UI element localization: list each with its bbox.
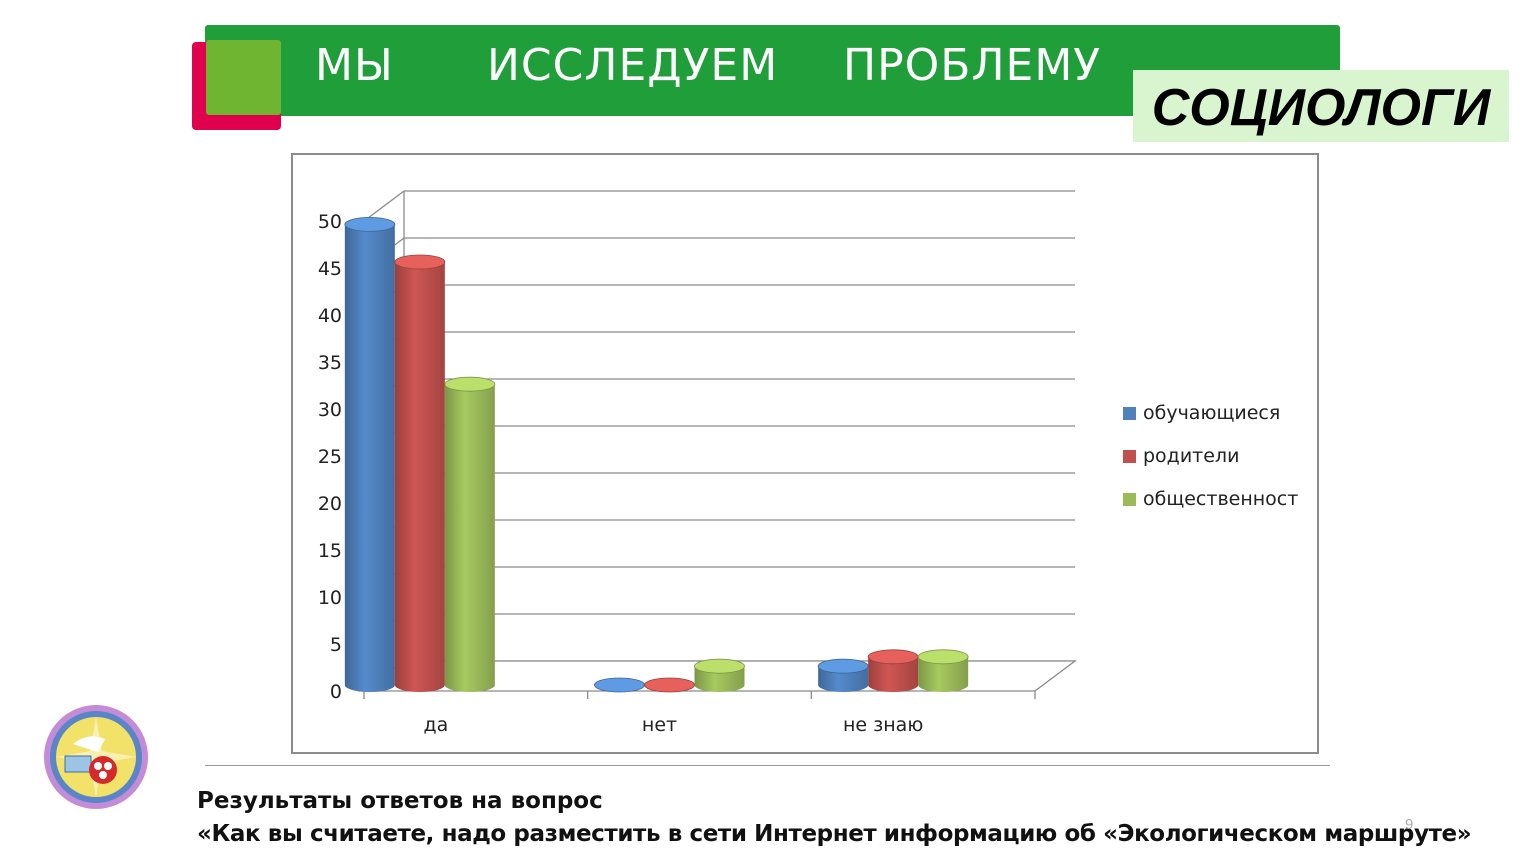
y-tick-label-0: 0 xyxy=(330,681,342,703)
y-tick-label-25: 25 xyxy=(318,446,342,468)
x-tick-label-1: нет xyxy=(642,714,677,736)
x-tick-label-0: да xyxy=(423,714,448,736)
y-tick-label-40: 40 xyxy=(318,305,342,327)
y-tick-label-50: 50 xyxy=(318,211,342,233)
legend-item-parents: родители xyxy=(1123,445,1239,467)
y-tick-label-10: 10 xyxy=(318,587,342,609)
x-tick-label-2: не знаю xyxy=(843,714,923,736)
divider-line xyxy=(205,765,1330,766)
accent-square-green xyxy=(206,40,281,115)
grid-diagonal-50 xyxy=(363,190,405,222)
legend-label-students: обучающиеся xyxy=(1143,402,1281,424)
chart-frame: 0 5 10 15 20 25 30 35 40 45 50 да нет не знаю обучающ… xyxy=(291,153,1319,754)
caption-line-1: Результаты ответов на вопрос xyxy=(197,788,603,814)
legend-label-public: общественност xyxy=(1143,488,1299,510)
legend-label-parents: родители xyxy=(1143,445,1240,467)
bar-2-2 xyxy=(917,649,969,692)
title-word-2: ИССЛЕДУЕМ xyxy=(487,40,779,91)
bar-2-0 xyxy=(444,376,496,692)
page-number: 9 xyxy=(1405,816,1414,833)
legend-item-public: общественност xyxy=(1123,488,1298,510)
legend-swatch-parents xyxy=(1123,450,1136,463)
section-tag: СОЦИОЛОГИ xyxy=(1133,70,1509,142)
bar-0-1 xyxy=(594,677,645,693)
y-tick-label-15: 15 xyxy=(318,540,342,562)
bar-0-0 xyxy=(344,217,396,692)
bar-1-1 xyxy=(644,677,695,693)
title-word-3: ПРОБЛЕМУ xyxy=(843,40,1102,91)
y-tick-label-20: 20 xyxy=(318,493,342,515)
legend-item-students: обучающиеся xyxy=(1123,402,1280,424)
title-word-1: МЫ xyxy=(315,40,394,91)
bar-2-1 xyxy=(694,658,745,692)
caption-line-2: «Как вы считаете, надо разместить в сети… xyxy=(197,821,1472,847)
bar-chart: 0 5 10 15 20 25 30 35 40 45 50 да нет не знаю xyxy=(318,190,1077,736)
bar-0-2 xyxy=(817,658,869,692)
legend-swatch-students xyxy=(1123,407,1136,420)
y-tick-label-5: 5 xyxy=(330,634,342,656)
bar-1-0 xyxy=(394,254,446,692)
y-tick-label-35: 35 xyxy=(318,352,342,374)
section-tag-label: СОЦИОЛОГИ xyxy=(1151,79,1491,137)
legend-swatch-public xyxy=(1123,493,1136,506)
bar-1-2 xyxy=(867,649,919,692)
y-tick-label-30: 30 xyxy=(318,399,342,421)
school-emblem-icon xyxy=(44,705,148,809)
y-tick-label-45: 45 xyxy=(318,258,342,280)
